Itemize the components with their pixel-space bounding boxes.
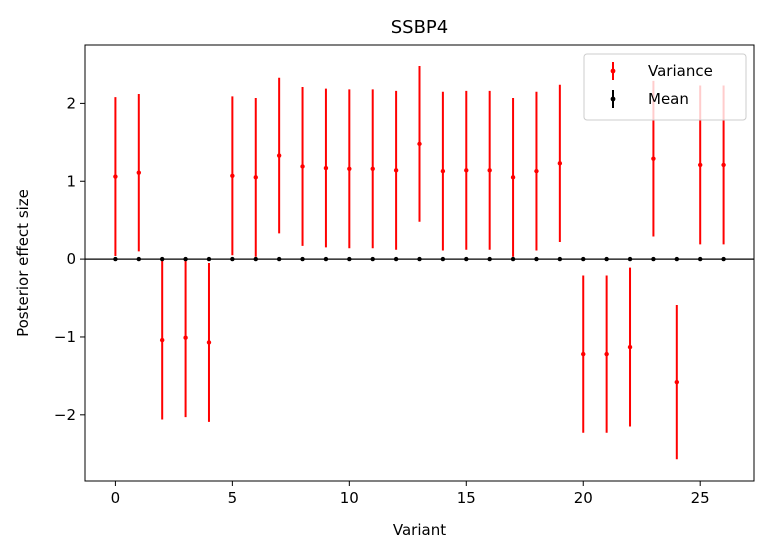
y-tick-label: 1 xyxy=(66,172,76,190)
mean-point xyxy=(534,256,539,262)
variance-point xyxy=(393,168,399,173)
x-tick-label: 20 xyxy=(574,489,593,507)
axes-frame xyxy=(84,44,755,482)
variance-point xyxy=(510,175,516,180)
mean-point xyxy=(323,256,329,262)
mean-point xyxy=(206,256,212,262)
legend-variance-label: Variance xyxy=(648,62,713,80)
mean-point xyxy=(276,256,282,262)
mean-point xyxy=(370,256,375,262)
y-tick-label: −2 xyxy=(54,406,76,424)
mean-point xyxy=(464,256,469,262)
y-axis-label: Posterior effect size xyxy=(14,189,32,337)
mean-point xyxy=(697,256,703,262)
mean-point xyxy=(440,256,446,262)
y-tick-label: −1 xyxy=(54,328,76,346)
mean-point xyxy=(417,256,422,262)
legend-mean-marker xyxy=(610,96,616,102)
x-tick-label: 25 xyxy=(691,489,710,507)
x-axis-label: Variant xyxy=(393,521,446,539)
plot-area xyxy=(85,66,754,460)
x-tick-label: 10 xyxy=(340,489,359,507)
mean-point xyxy=(183,256,188,262)
variance-point xyxy=(651,156,656,161)
mean-point xyxy=(300,256,305,262)
mean-point xyxy=(487,256,492,262)
mean-point xyxy=(581,256,586,262)
mean-point xyxy=(604,256,609,262)
variance-point xyxy=(557,161,563,166)
variance-point xyxy=(464,168,469,173)
y-tick-label: 0 xyxy=(66,250,76,268)
variance-point xyxy=(581,351,586,357)
variance-point xyxy=(253,175,258,180)
variance-point xyxy=(487,168,492,173)
legend: Variance Mean xyxy=(583,53,747,121)
variance-point xyxy=(721,162,726,168)
variance-point xyxy=(604,351,609,357)
variance-point xyxy=(627,344,633,350)
mean-point xyxy=(393,256,399,262)
mean-point xyxy=(113,256,118,262)
mean-point xyxy=(347,256,352,262)
variance-point xyxy=(534,168,539,174)
variance-point xyxy=(230,173,235,178)
mean-point xyxy=(510,256,516,262)
mean-point xyxy=(627,256,633,262)
mean-point xyxy=(253,256,258,262)
variance-point xyxy=(370,166,375,171)
y-tick-label: 2 xyxy=(66,94,76,112)
variance-point xyxy=(276,153,282,158)
mean-point xyxy=(721,256,726,262)
chart-title: SSBP4 xyxy=(391,17,449,38)
mean-point xyxy=(230,256,235,262)
variance-point xyxy=(113,174,118,179)
mean-point xyxy=(159,256,165,262)
variance-point xyxy=(136,170,142,175)
x-tick-label: 0 xyxy=(111,489,121,507)
legend-variance-marker xyxy=(610,68,616,74)
variance-point xyxy=(206,340,212,345)
variance-point xyxy=(347,166,352,171)
variance-point xyxy=(674,379,680,385)
x-tick-label: 5 xyxy=(228,489,238,507)
variance-point xyxy=(323,165,329,171)
legend-mean-label: Mean xyxy=(648,90,689,108)
variance-point xyxy=(300,164,305,169)
x-tick-label: 15 xyxy=(457,489,476,507)
variance-point xyxy=(183,335,188,340)
mean-point xyxy=(136,256,142,262)
legend-box xyxy=(583,53,747,121)
variance-point xyxy=(440,168,446,174)
variance-point xyxy=(697,162,703,168)
variance-point xyxy=(159,337,165,343)
mean-point xyxy=(651,256,656,262)
variance-point xyxy=(417,141,422,147)
mean-point xyxy=(557,256,563,262)
mean-point xyxy=(674,256,680,262)
